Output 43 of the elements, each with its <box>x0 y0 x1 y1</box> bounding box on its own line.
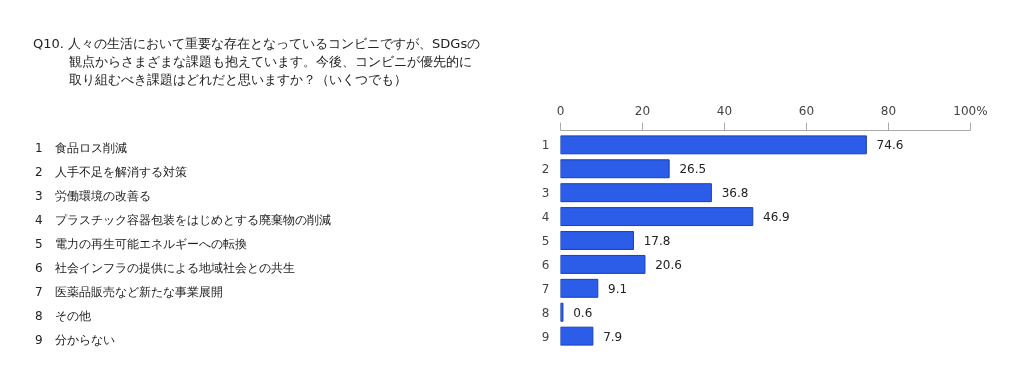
y-tick-label: 1 <box>541 138 550 153</box>
bar <box>560 254 646 274</box>
text: 3 労働環境の改善る <box>35 188 152 206</box>
text: 5 電力の再生可能エネルギーへの転換 <box>35 236 248 253</box>
text: 6 社会インフラの提供による地域社会との共生 <box>35 259 296 277</box>
data-label: 26.5 <box>679 162 707 177</box>
bar <box>560 302 564 322</box>
data-label: 9.1 <box>608 281 628 296</box>
text: 8 その他 <box>35 307 92 325</box>
y-tick-label: 6 <box>541 257 550 272</box>
data-label: 0.6 <box>573 305 593 320</box>
x-tick-label: 60 <box>798 103 815 118</box>
y-tick-label: 4 <box>541 210 550 225</box>
text: 7 医薬品販売など新たな事業展開 <box>35 283 224 301</box>
bar <box>560 231 634 250</box>
text: 2 人手不足を解消する対策 <box>35 164 188 182</box>
bar <box>560 159 670 179</box>
x-tick-label: 20 <box>634 103 651 118</box>
data-label: 46.9 <box>763 210 790 225</box>
y-tick-label: 9 <box>541 329 550 344</box>
data-label: 7.9 <box>603 329 623 344</box>
data-label: 17.8 <box>643 234 671 248</box>
x-tick-label: 100% <box>953 103 988 118</box>
y-tick-label: 5 <box>541 234 550 248</box>
bar <box>560 183 712 203</box>
text: 9 分からない <box>35 331 116 349</box>
x-tick-label: 80 <box>880 103 897 118</box>
bar <box>560 207 754 227</box>
bar <box>560 278 599 298</box>
text: 4 プラスチック容器包装をはじめとする廃棄物の削減 <box>35 212 331 230</box>
y-tick-label: 3 <box>541 186 550 201</box>
text: Q10. 人々の生活において重要な存在となっているコンビニですが、SDGsの観点からさまざまな課題も抱えています。今後、コンビニが優先的に取り組むべき課題はどれだと思いますか？（いくつでも） <box>33 35 482 89</box>
y-tick-label: 8 <box>541 305 550 320</box>
x-tick-label: 0 <box>556 103 565 118</box>
bar <box>560 135 867 155</box>
data-label: 36.8 <box>721 186 749 201</box>
text: 1 食品ロス削減 <box>35 140 128 158</box>
y-tick-label: 7 <box>541 281 550 296</box>
data-label: 74.6 <box>876 138 904 153</box>
y-tick-label: 2 <box>541 162 550 177</box>
x-tick-label: 40 <box>716 103 733 118</box>
data-label: 20.6 <box>655 257 682 272</box>
bar <box>560 326 594 346</box>
